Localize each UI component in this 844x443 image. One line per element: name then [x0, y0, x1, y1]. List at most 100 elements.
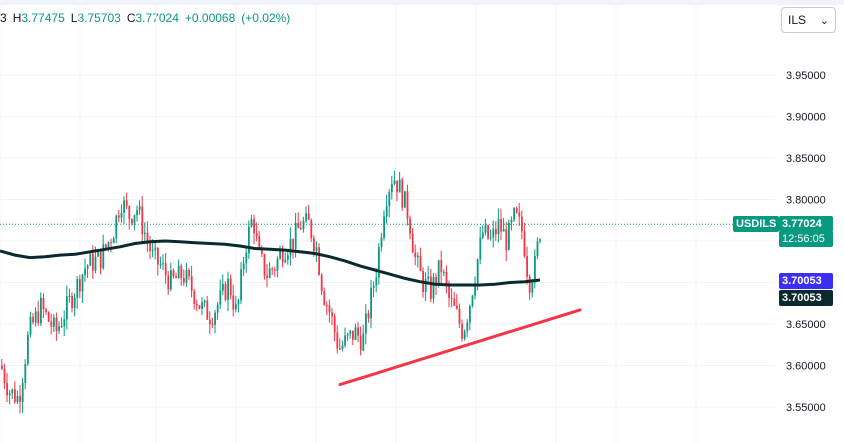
moving-average-line: [0, 239, 541, 287]
candle-body: [323, 291, 326, 305]
candle-body: [502, 229, 505, 232]
candle-body: [253, 219, 255, 234]
candle-body: [235, 304, 237, 310]
candle-body: [120, 212, 123, 218]
candle-body: [71, 296, 73, 309]
candle-body: [112, 238, 115, 244]
candle-body: [458, 308, 461, 324]
candle-body: [128, 206, 131, 220]
candle-body: [448, 284, 450, 298]
candle-body: [471, 295, 474, 306]
price-tick-label: 3.90000: [786, 112, 826, 124]
candle-body: [354, 327, 357, 340]
candle-body: [94, 256, 97, 271]
candle-body: [443, 271, 445, 273]
candle-body: [172, 270, 175, 277]
candle-body: [404, 191, 406, 208]
candle-body: [237, 300, 240, 305]
candle-body: [162, 263, 164, 265]
currency-value: ILS: [788, 13, 807, 27]
candle-body: [385, 206, 388, 217]
candle-body: [154, 247, 157, 250]
candle-body: [297, 222, 300, 229]
candles: [1, 170, 541, 414]
candle-body: [151, 249, 154, 251]
candle-body: [409, 218, 411, 234]
candle-body: [383, 216, 385, 238]
candle-body: [1, 365, 3, 369]
last-price-tag: 3.77024: [779, 216, 833, 232]
candle-body: [274, 269, 276, 271]
candle-body: [97, 250, 99, 257]
candle-body: [19, 396, 21, 402]
candle-body: [185, 270, 188, 283]
trendline[interactable]: [338, 308, 582, 387]
candle-body: [344, 335, 346, 346]
legend-change-percent: (+0.02%): [241, 11, 291, 25]
candle-body: [6, 383, 8, 396]
candle-body: [279, 251, 281, 259]
candle-body: [313, 238, 315, 251]
candle-body: [188, 270, 190, 277]
candle-body: [266, 275, 268, 278]
candle-body: [99, 250, 102, 269]
candle-body: [16, 396, 19, 402]
candle-body: [55, 317, 58, 332]
candle-body: [66, 296, 68, 320]
candle-body: [224, 283, 227, 300]
candle-body: [53, 317, 55, 327]
candle-body: [534, 255, 536, 283]
candle-body: [261, 249, 263, 255]
candle-body: [86, 265, 89, 269]
candle-body: [102, 244, 105, 269]
candle-body: [68, 296, 71, 298]
candle-body: [513, 208, 515, 220]
candle-body: [328, 305, 331, 313]
candle-body: [133, 215, 136, 224]
candle-body: [466, 322, 469, 332]
candle-body: [482, 232, 484, 238]
candle-body: [32, 316, 34, 323]
candle-body: [123, 200, 125, 213]
candle-body: [198, 305, 201, 309]
candle-body: [250, 219, 253, 227]
price-tick-label: 3.85000: [786, 153, 826, 165]
candle-body: [11, 389, 14, 394]
candle-body: [146, 232, 149, 242]
symbol-tag: USDILS: [733, 216, 780, 232]
candle-body: [380, 237, 383, 248]
candle-body: [211, 324, 214, 326]
candle-body: [141, 206, 144, 235]
legend-change: +0.00068: [184, 11, 236, 25]
candle-body: [201, 302, 203, 309]
candle-body: [107, 242, 110, 248]
candle-body: [138, 206, 141, 210]
candle-body: [362, 333, 365, 351]
candle-body: [396, 180, 398, 193]
candle-body: [14, 389, 16, 402]
price-tick-label: 3.60000: [786, 361, 826, 373]
candle-body: [388, 192, 391, 207]
candle-body: [136, 209, 138, 216]
top-strip: [0, 0, 844, 5]
candle-body: [437, 260, 440, 285]
candle-body: [492, 228, 495, 238]
candle-body: [232, 295, 235, 310]
candle-body: [375, 277, 378, 286]
candle-body: [219, 290, 222, 305]
candle-body: [349, 330, 352, 335]
candle-body: [440, 260, 443, 273]
candle-body: [505, 229, 508, 250]
price-tick-label: 3.80000: [786, 195, 826, 207]
candle-body: [406, 191, 409, 219]
candle-body: [346, 334, 349, 336]
ma-value-tag: 3.70053: [779, 273, 833, 289]
candle-body: [521, 216, 523, 232]
candle-body: [144, 232, 146, 235]
candle-body: [42, 297, 45, 310]
candle-body: [515, 208, 518, 213]
candle-body: [339, 348, 341, 350]
candle-body: [539, 239, 541, 242]
currency-select[interactable]: ILS ⌄: [781, 7, 836, 33]
